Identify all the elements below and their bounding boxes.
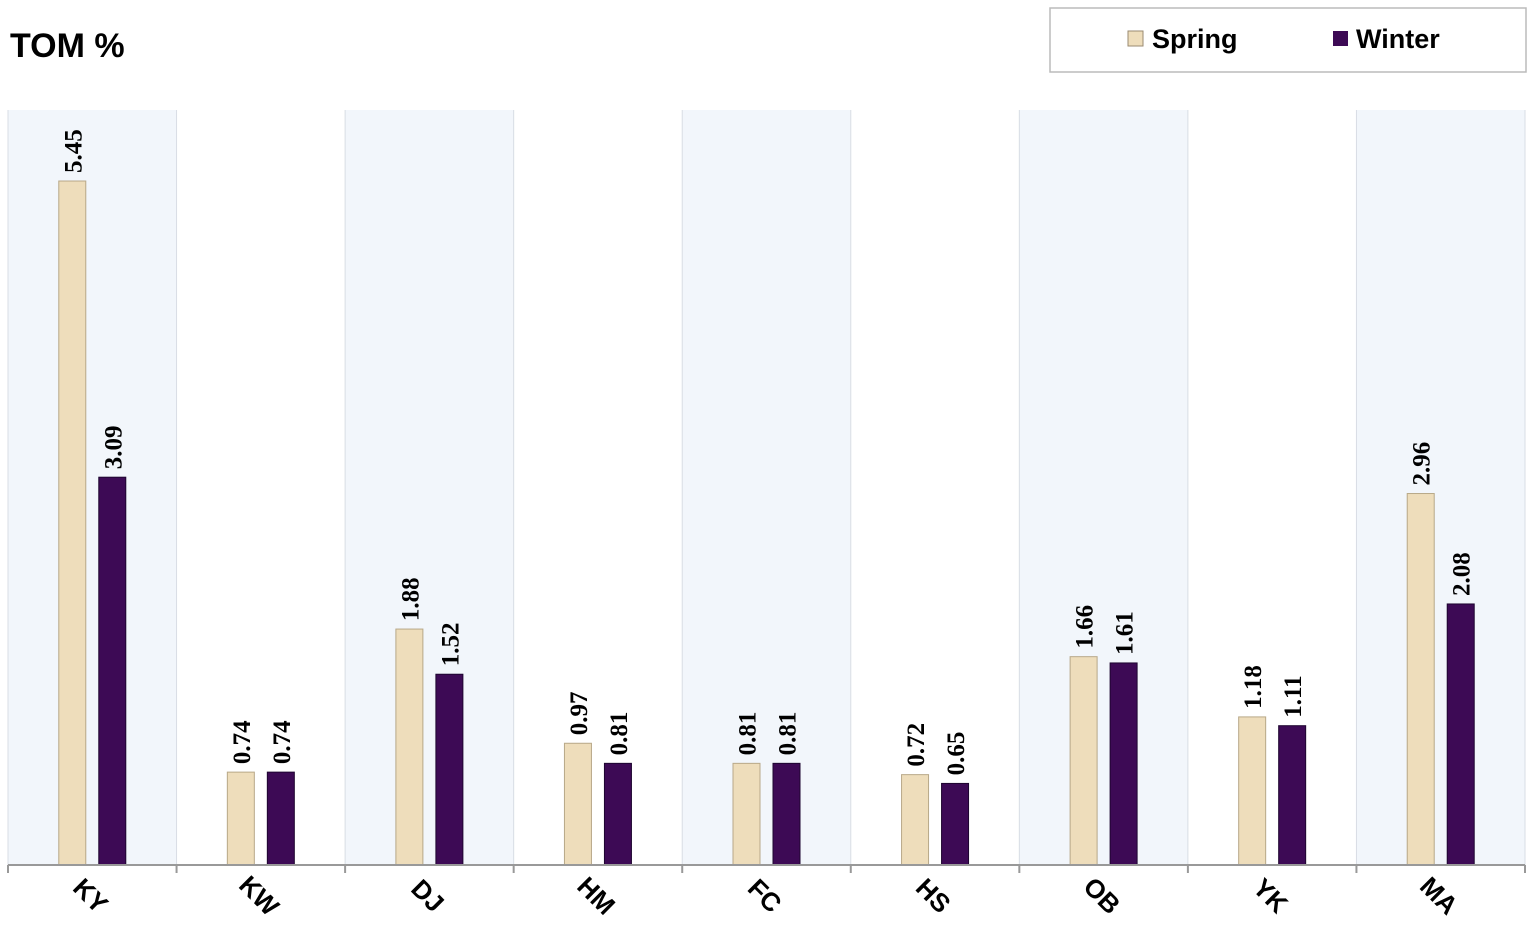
legend-label-winter: Winter <box>1356 24 1440 54</box>
data-label-spring-ky: 5.45 <box>60 129 87 173</box>
data-label-winter-ma: 2.08 <box>1449 552 1476 596</box>
legend: Spring Winter <box>1049 7 1527 73</box>
bar-winter-ky <box>98 476 127 866</box>
data-label-spring-ob: 1.66 <box>1072 605 1099 649</box>
bar-spring-yk <box>1238 716 1267 866</box>
bars <box>58 180 1475 866</box>
bar-winter-ma <box>1446 603 1475 866</box>
data-label-winter-ob: 1.61 <box>1112 611 1139 655</box>
bar-spring-hm <box>563 742 592 866</box>
data-label-winter-kw: 0.74 <box>269 720 296 764</box>
bar-winter-dj <box>435 673 464 866</box>
data-label-spring-fc: 0.81 <box>735 712 762 756</box>
bar-winter-ob <box>1109 662 1138 866</box>
bar-spring-ob <box>1069 656 1098 866</box>
bar-spring-kw <box>226 771 255 866</box>
data-label-winter-hm: 0.81 <box>606 712 633 756</box>
bar-winter-kw <box>266 771 295 866</box>
category-band <box>682 110 851 865</box>
legend-box <box>1049 7 1527 73</box>
legend-label-spring: Spring <box>1152 24 1238 54</box>
bar-winter-hs <box>941 782 970 866</box>
data-labels: 5.45 0.74 1.88 0.97 0.81 0.72 1.66 1.18 2.96 3.09… <box>60 129 1475 775</box>
bar-spring-dj <box>395 628 424 866</box>
category-band <box>345 110 514 865</box>
bar-winter-yk <box>1278 725 1307 866</box>
legend-swatch-winter <box>1333 31 1348 46</box>
data-label-spring-kw: 0.74 <box>229 720 256 764</box>
bar-spring-hs <box>901 774 930 866</box>
category-band <box>1019 110 1188 865</box>
data-label-spring-hs: 0.72 <box>903 723 930 767</box>
data-label-winter-dj: 1.52 <box>437 622 464 666</box>
data-label-winter-fc: 0.81 <box>775 712 802 756</box>
data-label-spring-ma: 2.96 <box>1409 442 1436 486</box>
bar-spring-ma <box>1406 493 1435 866</box>
category-bands <box>7 110 1526 865</box>
category-band <box>1356 110 1525 865</box>
data-label-winter-hs: 0.65 <box>943 732 970 776</box>
data-label-spring-dj: 1.88 <box>397 577 424 621</box>
bar-spring-ky <box>58 180 87 866</box>
data-label-spring-hm: 0.97 <box>566 692 593 736</box>
chart-title: TOM % <box>10 27 125 65</box>
data-label-spring-yk: 1.18 <box>1240 665 1267 709</box>
data-label-winter-ky: 3.09 <box>100 425 127 469</box>
bar-winter-fc <box>772 762 801 866</box>
bar-spring-fc <box>732 762 761 866</box>
data-label-winter-yk: 1.11 <box>1280 675 1307 717</box>
x-axis <box>7 864 1526 873</box>
category-band <box>8 110 177 865</box>
legend-swatch-spring <box>1127 30 1144 47</box>
bar-winter-hm <box>603 762 632 866</box>
